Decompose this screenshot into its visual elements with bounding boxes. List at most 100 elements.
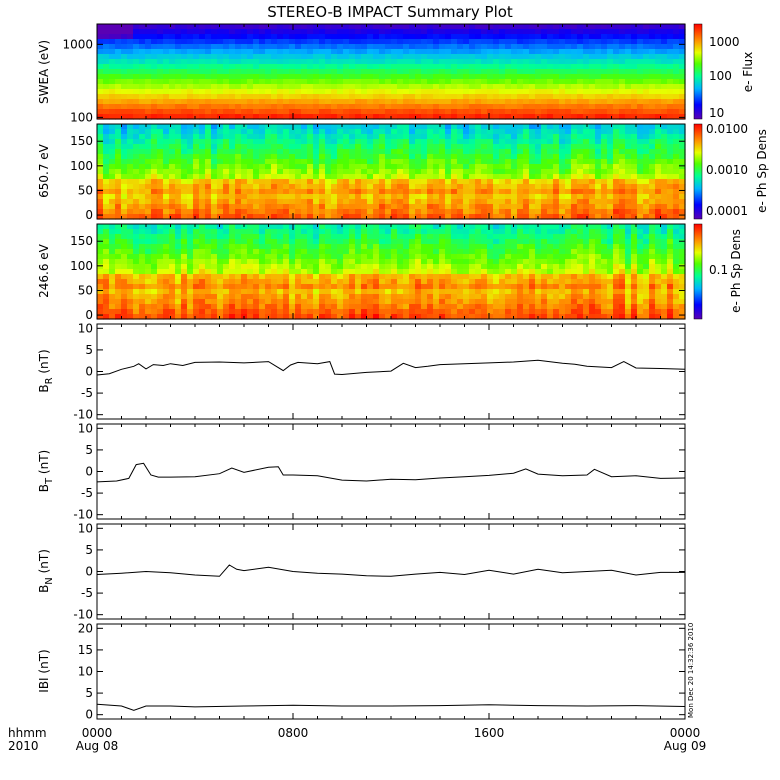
- heatmap-cell: [157, 64, 164, 70]
- heatmap-cell: [235, 279, 242, 285]
- heatmap-cell: [637, 139, 644, 145]
- heatmap-cell: [253, 29, 260, 35]
- heatmap-cell: [163, 164, 170, 170]
- heatmap-cell: [187, 159, 194, 165]
- heatmap-cell: [259, 184, 266, 190]
- heatmap-cell: [127, 204, 134, 210]
- heatmap-cell: [127, 184, 134, 190]
- heatmap-cell: [469, 214, 476, 220]
- heatmap-cell: [307, 114, 314, 120]
- heatmap-cell: [541, 64, 548, 70]
- heatmap-cell: [379, 204, 386, 210]
- heatmap-cell: [283, 259, 290, 265]
- heatmap-cell: [187, 49, 194, 55]
- heatmap-cell: [625, 69, 632, 75]
- heatmap-cell: [361, 289, 368, 295]
- heatmap-cell: [367, 29, 374, 35]
- heatmap-cell: [115, 169, 122, 175]
- heatmap-cell: [631, 74, 638, 80]
- heatmap-cell: [283, 124, 290, 130]
- heatmap-cell: [409, 204, 416, 210]
- heatmap-cell: [361, 229, 368, 235]
- heatmap-cell: [181, 289, 188, 295]
- heatmap-cell: [145, 74, 152, 80]
- heatmap-cell: [271, 169, 278, 175]
- heatmap-cell: [613, 84, 620, 90]
- heatmap-cell: [607, 29, 614, 35]
- heatmap-cell: [193, 169, 200, 175]
- heatmap-cell: [103, 79, 110, 85]
- heatmap-cell: [511, 189, 518, 195]
- heatmap-cell: [313, 229, 320, 235]
- heatmap-cell: [235, 229, 242, 235]
- heatmap-cell: [229, 179, 236, 185]
- heatmap-cell: [463, 169, 470, 175]
- heatmap-cell: [307, 39, 314, 45]
- heatmap-cell: [163, 54, 170, 60]
- heatmap-cell: [487, 94, 494, 100]
- heatmap-cell: [247, 244, 254, 250]
- heatmap-cell: [289, 309, 296, 315]
- heatmap-cell: [157, 279, 164, 285]
- heatmap-cell: [361, 259, 368, 265]
- heatmap-cell: [331, 59, 338, 65]
- heatmap-cell: [193, 179, 200, 185]
- heatmap-cell: [415, 164, 422, 170]
- heatmap-cell: [529, 104, 536, 110]
- heatmap-cell: [475, 184, 482, 190]
- heatmap-cell: [301, 194, 308, 200]
- heatmap-cell: [277, 274, 284, 280]
- heatmap-cell: [643, 99, 650, 105]
- heatmap-cell: [553, 54, 560, 60]
- heatmap-cell: [349, 189, 356, 195]
- heatmap-cell: [313, 99, 320, 105]
- heatmap-cell: [619, 89, 626, 95]
- heatmap-cell: [133, 94, 140, 100]
- heatmap-cell: [361, 54, 368, 60]
- heatmap-cell: [403, 149, 410, 155]
- heatmap-cell: [643, 169, 650, 175]
- heatmap-cell: [619, 159, 626, 165]
- heatmap-cell: [433, 169, 440, 175]
- heatmap-cell: [121, 229, 128, 235]
- heatmap-cell: [469, 209, 476, 215]
- heatmap-cell: [265, 174, 272, 180]
- heatmap-cell: [325, 179, 332, 185]
- heatmap-cell: [493, 184, 500, 190]
- heatmap-cell: [415, 254, 422, 260]
- heatmap-cell: [505, 169, 512, 175]
- heatmap-cell: [319, 199, 326, 205]
- heatmap-cell: [649, 34, 656, 40]
- heatmap-cell: [445, 239, 452, 245]
- heatmap-cell: [547, 194, 554, 200]
- heatmap-cell: [151, 249, 158, 255]
- heatmap-cell: [619, 209, 626, 215]
- heatmap-cell: [367, 99, 374, 105]
- heatmap-cell: [577, 84, 584, 90]
- heatmap-cell: [433, 289, 440, 295]
- heatmap-cell: [139, 99, 146, 105]
- heatmap-cell: [403, 304, 410, 310]
- heatmap-cell: [415, 149, 422, 155]
- heatmap-cell: [199, 229, 206, 235]
- heatmap-cell: [145, 44, 152, 50]
- heatmap-cell: [445, 244, 452, 250]
- heatmap-cell: [271, 69, 278, 75]
- heatmap-cell: [619, 179, 626, 185]
- heatmap-cell: [607, 149, 614, 155]
- heatmap-cell: [631, 214, 638, 220]
- heatmap-cell: [103, 124, 110, 130]
- heatmap-cell: [439, 229, 446, 235]
- heatmap-cell: [577, 139, 584, 145]
- heatmap-cell: [217, 309, 224, 315]
- heatmap-cell: [229, 89, 236, 95]
- heatmap-cell: [361, 164, 368, 170]
- heatmap-cell: [379, 124, 386, 130]
- heatmap-cell: [649, 209, 656, 215]
- heatmap-cell: [499, 74, 506, 80]
- heatmap-cell: [265, 164, 272, 170]
- heatmap-cell: [529, 99, 536, 105]
- heatmap-cell: [337, 24, 344, 30]
- heatmap-cell: [175, 99, 182, 105]
- heatmap-cell: [619, 214, 626, 220]
